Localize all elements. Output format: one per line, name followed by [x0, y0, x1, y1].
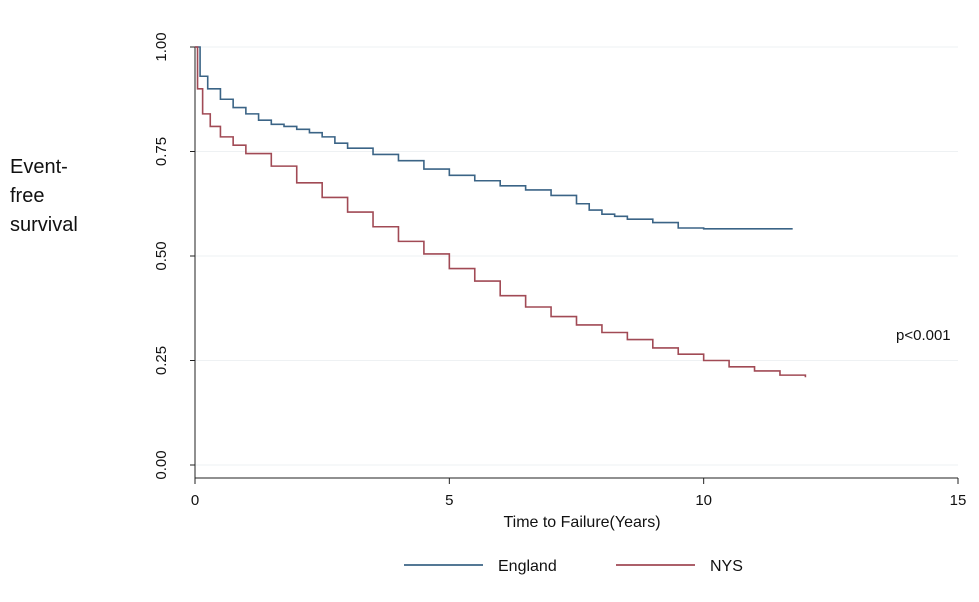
- legend-label-nys: NYS: [710, 558, 743, 575]
- p-value-annotation: p<0.001: [896, 327, 951, 344]
- series-line-england: [195, 46, 793, 230]
- legend: England NYS: [404, 558, 743, 575]
- x-tick-label: 5: [445, 492, 453, 509]
- legend-label-england: England: [498, 558, 557, 575]
- y-tick-label: 0.50: [153, 241, 170, 270]
- y-tick-label: 0.75: [153, 137, 170, 166]
- side-label-line-3: survival: [10, 214, 78, 236]
- y-tick-label: 0.00: [153, 450, 170, 479]
- x-tick-label: 0: [191, 492, 199, 509]
- x-tick-label: 15: [950, 492, 967, 509]
- axes: 0.00 0.25 0.50 0.75 1.00 0 5 10 15: [153, 32, 966, 509]
- gridlines: [195, 46, 958, 466]
- y-tick-label: 0.25: [153, 346, 170, 375]
- series-line-nys: [195, 46, 807, 378]
- y-axis-side-label: Event- free survival: [10, 153, 78, 240]
- side-label-line-2: free: [10, 185, 45, 207]
- side-label-line-1: Event-: [10, 156, 68, 178]
- x-tick-label: 10: [695, 492, 712, 509]
- series-layer: [195, 46, 807, 378]
- x-axis-title: Time to Failure(Years): [503, 514, 660, 531]
- y-tick-label: 1.00: [153, 32, 170, 61]
